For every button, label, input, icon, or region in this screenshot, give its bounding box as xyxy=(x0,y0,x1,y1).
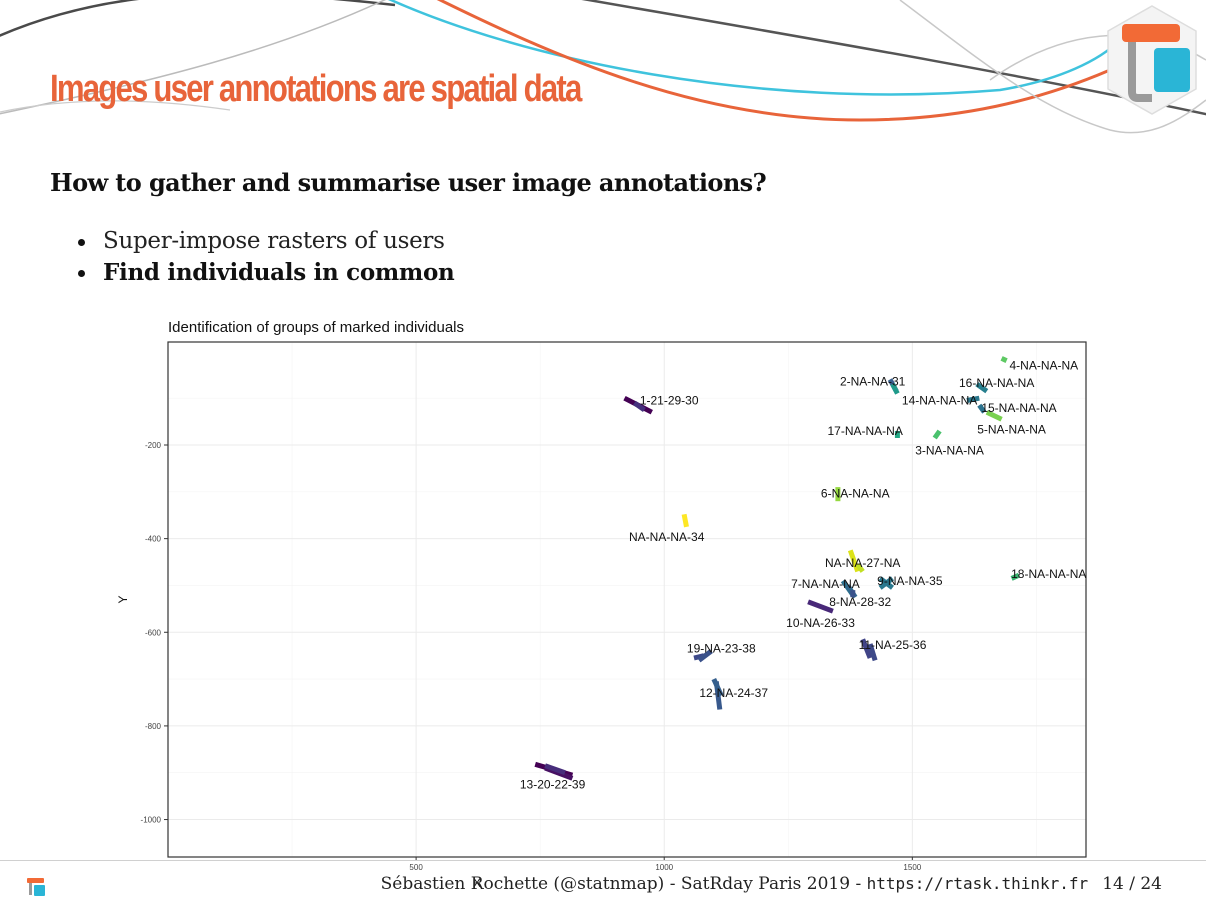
individual-label: 4-NA-NA-NA xyxy=(1009,358,1078,372)
bullet-text: Super-impose rasters of users xyxy=(103,228,445,254)
individual-label: 8-NA-28-32 xyxy=(829,595,891,609)
y-tick-label: -800 xyxy=(145,722,162,731)
question-heading: How to gather and summarise user image a… xyxy=(50,168,767,197)
plot-panel xyxy=(168,342,1086,857)
individual-label: 16-NA-NA-NA xyxy=(959,376,1034,390)
y-tick-label: -1000 xyxy=(141,816,162,825)
annotation-segment xyxy=(878,576,895,590)
annotation-segment xyxy=(890,382,900,395)
annotation-segment xyxy=(544,763,566,776)
individual-label: NA-NA-27-NA xyxy=(825,556,900,570)
footer-url[interactable]: https://rtask.thinkr.fr xyxy=(866,874,1089,893)
x-axis-label: X xyxy=(473,876,481,890)
individual-label: 5-NA-NA-NA xyxy=(977,423,1046,437)
individual-label: 3-NA-NA-NA xyxy=(915,444,984,458)
bullet-list: Super-impose rasters of users Find indiv… xyxy=(78,226,455,288)
annotation-segment xyxy=(932,429,942,440)
footer-author: Sébastien Rochette (@statnmap) - SatRday… xyxy=(380,874,867,894)
individual-label: 10-NA-26-33 xyxy=(786,616,855,630)
individual-label: 1-21-29-30 xyxy=(640,394,699,408)
x-tick-label: 1000 xyxy=(655,863,673,872)
individual-label: 12-NA-24-37 xyxy=(699,686,768,700)
annotation-chart: Identification of groups of marked indiv… xyxy=(116,319,1087,890)
y-tick-label: -400 xyxy=(145,535,162,544)
thinkr-logo xyxy=(1107,5,1197,115)
individual-label: 14-NA-NA-NA xyxy=(902,394,977,408)
annotation-segment xyxy=(860,638,873,659)
annotation-segment xyxy=(711,678,724,697)
bullet-dot xyxy=(78,239,85,246)
individual-label: 6-NA-NA-NA xyxy=(821,487,890,501)
individual-label: 9-NA-NA-35 xyxy=(877,574,943,588)
annotation-segment xyxy=(975,382,989,394)
thinkr-logo-small xyxy=(27,878,45,896)
bullet-item: Find individuals in common xyxy=(78,257,455,288)
slide-title: Images user annotations are spatial data xyxy=(50,68,582,110)
individual-label: NA-NA-NA-34 xyxy=(629,530,705,544)
x-tick-label: 1500 xyxy=(903,863,921,872)
annotation-segment xyxy=(855,562,865,573)
annotation-segment xyxy=(966,395,980,403)
individual-label: 19-NA-23-38 xyxy=(687,642,756,656)
annotation-segment xyxy=(807,599,834,614)
x-tick-label: 500 xyxy=(409,863,423,872)
individual-label: 15-NA-NA-NA xyxy=(981,401,1056,415)
bullet-dot xyxy=(78,270,85,277)
footer: Sébastien Rochette (@statnmap) - SatRday… xyxy=(381,874,1162,894)
y-tick-label: -600 xyxy=(145,628,162,637)
annotation-segment xyxy=(847,549,861,573)
individual-label: 2-NA-NA-31 xyxy=(840,374,906,388)
annotation-segment xyxy=(697,649,713,663)
bullet-item: Super-impose rasters of users xyxy=(78,226,454,257)
individual-label: 11-NA-25-36 xyxy=(859,638,927,652)
page-counter: 14 / 24 xyxy=(1102,874,1162,894)
annotation-segment xyxy=(1000,356,1008,363)
annotation-segment xyxy=(977,403,987,414)
bullet-text: Find individuals in common xyxy=(103,259,455,286)
individual-label: 18-NA-NA-NA xyxy=(1011,567,1086,581)
annotation-segment xyxy=(1010,572,1020,581)
annotation-segment xyxy=(985,409,1003,422)
footer-divider xyxy=(0,860,1206,861)
annotation-segment xyxy=(681,513,689,528)
chart-title: Identification of groups of marked indiv… xyxy=(168,319,464,336)
individual-label: 7-NA-NA-NA xyxy=(791,577,860,591)
annotation-segment xyxy=(632,400,646,412)
y-axis-label: Y xyxy=(116,595,130,603)
y-tick-label: -200 xyxy=(145,441,162,450)
annotation-segment xyxy=(867,643,878,662)
individual-label: 17-NA-NA-NA xyxy=(828,424,903,438)
plot-border xyxy=(167,341,1087,858)
individual-label: 13-20-22-39 xyxy=(520,777,586,791)
